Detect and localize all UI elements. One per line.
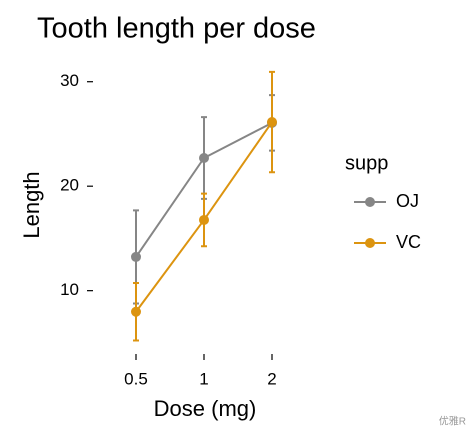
y-tick-label: 30 xyxy=(60,71,79,90)
chart-title: Tooth length per dose xyxy=(37,13,316,45)
watermark: 优雅R xyxy=(439,415,466,428)
x-axis-title: Dose (mg) xyxy=(154,396,257,421)
x-tick-label: 1 xyxy=(199,369,208,388)
y-tick-label: 10 xyxy=(60,280,79,299)
legend-key-point xyxy=(365,197,375,207)
legend-title: supp xyxy=(345,152,388,174)
point xyxy=(131,251,141,262)
point xyxy=(199,214,209,225)
x-tick-label: 0.5 xyxy=(124,369,148,388)
point xyxy=(199,152,209,163)
x-tick-label: 2 xyxy=(267,369,276,388)
y-tick-label: 20 xyxy=(60,176,79,195)
legend-label: OJ xyxy=(396,191,419,211)
point xyxy=(131,306,141,317)
legend-key-point xyxy=(365,238,375,248)
legend-label: VC xyxy=(396,232,421,252)
point xyxy=(267,117,277,128)
y-axis-title: Length xyxy=(19,171,44,238)
